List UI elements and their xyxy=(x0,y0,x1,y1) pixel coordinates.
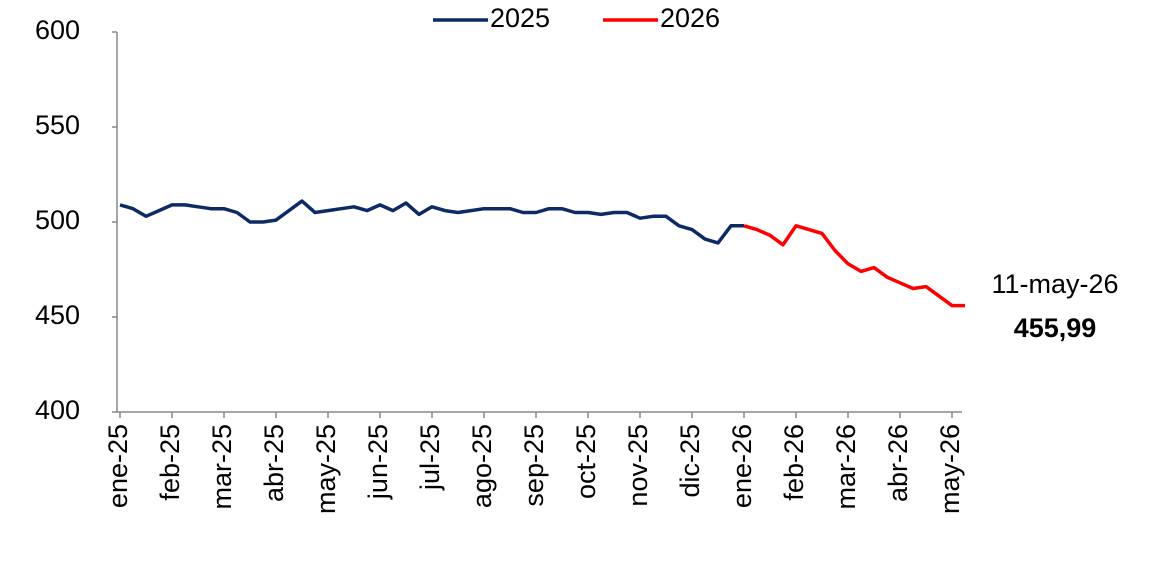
x-tick-label: mar-25 xyxy=(207,424,237,510)
x-tick-label: ago-25 xyxy=(467,424,497,508)
legend-label: 2025 xyxy=(490,3,550,33)
x-tick-label: jul-25 xyxy=(415,424,445,491)
y-tick-label: 550 xyxy=(35,110,80,140)
y-tick-label: 600 xyxy=(35,15,80,45)
x-tick-label: dic-25 xyxy=(675,424,705,498)
x-tick-label: abr-26 xyxy=(883,424,913,502)
x-tick-label: nov-25 xyxy=(623,424,653,507)
annotation: 11-may-26 xyxy=(991,269,1118,299)
series-line xyxy=(119,199,744,245)
x-tick-label: may-25 xyxy=(311,424,341,514)
value-label: 455,99 xyxy=(1014,313,1097,343)
x-tick-label: mar-26 xyxy=(831,424,861,510)
y-tick-label: 500 xyxy=(35,205,80,235)
x-tick-label: jun-25 xyxy=(363,424,393,500)
x-tick-label: ene-26 xyxy=(727,424,757,508)
series-line xyxy=(743,224,965,308)
x-tick-label: ene-25 xyxy=(103,424,133,508)
x-tick-label: feb-25 xyxy=(155,424,185,501)
x-tick-label: abr-25 xyxy=(259,424,289,502)
legend-label: 2026 xyxy=(660,3,720,33)
x-tick-label: oct-25 xyxy=(571,424,601,499)
y-tick-label: 450 xyxy=(35,300,80,330)
y-tick-label: 400 xyxy=(35,395,80,425)
x-tick-label: feb-26 xyxy=(779,424,809,501)
x-tick-label: sep-25 xyxy=(519,424,549,507)
x-tick-label: may-26 xyxy=(935,424,965,514)
